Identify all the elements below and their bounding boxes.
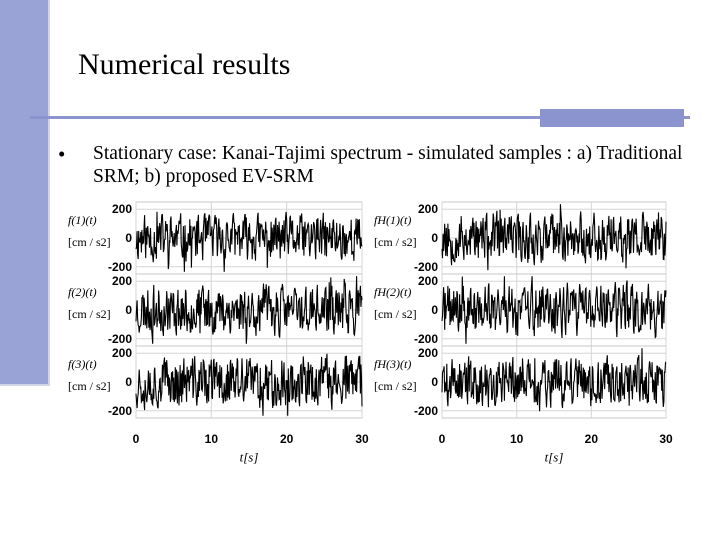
y-tick-label: 200 bbox=[112, 274, 132, 288]
y-tick-label: 200 bbox=[418, 346, 438, 360]
x-tick-label: 30 bbox=[659, 432, 673, 446]
y-tick-label: -200 bbox=[108, 260, 132, 274]
left-accent-bar bbox=[0, 0, 48, 384]
y-tick-label: -200 bbox=[108, 332, 132, 346]
series-label-name: fH(2)(t) bbox=[374, 285, 411, 299]
y-tick-label: 0 bbox=[431, 375, 438, 389]
y-tick-label: 0 bbox=[125, 375, 132, 389]
series-label-unit: [cm / s2] bbox=[68, 235, 111, 249]
y-tick-label: 200 bbox=[418, 202, 438, 216]
title-divider bbox=[30, 116, 690, 119]
x-tick-label: 20 bbox=[280, 432, 294, 446]
series-label-name: f(2)(t) bbox=[68, 285, 97, 299]
y-tick-label: 0 bbox=[431, 303, 438, 317]
series-label-unit: [cm / s2] bbox=[374, 379, 417, 393]
series-label-name: f(3)(t) bbox=[68, 357, 97, 371]
x-tick-label: 0 bbox=[439, 432, 446, 446]
series-line-3 bbox=[441, 348, 667, 412]
slide-title: Numerical results bbox=[78, 48, 291, 81]
x-tick-label: 10 bbox=[205, 432, 219, 446]
series-line-2 bbox=[441, 276, 667, 344]
y-tick-label: -200 bbox=[108, 404, 132, 418]
y-tick-label: 0 bbox=[125, 231, 132, 245]
y-tick-label: 200 bbox=[112, 346, 132, 360]
y-tick-label: -200 bbox=[414, 260, 438, 274]
series-label-name: fH(1)(t) bbox=[374, 213, 411, 227]
series-label-unit: [cm / s2] bbox=[68, 307, 111, 321]
bullet-marker: • bbox=[58, 142, 66, 166]
y-tick-label: 200 bbox=[418, 274, 438, 288]
series-label-name: fH(3)(t) bbox=[374, 357, 411, 371]
series-label-name: f(1)(t) bbox=[68, 213, 97, 227]
series-line-3 bbox=[135, 353, 363, 416]
y-tick-label: -200 bbox=[414, 404, 438, 418]
x-tick-label: 0 bbox=[133, 432, 140, 446]
title-accent-block bbox=[540, 109, 684, 127]
y-tick-label: 200 bbox=[112, 202, 132, 216]
series-label-unit: [cm / s2] bbox=[374, 307, 417, 321]
x-tick-label: 30 bbox=[355, 432, 369, 446]
bullet-text: Stationary case: Kanai-Tajimi spectrum -… bbox=[93, 143, 683, 187]
x-axis-label: t[s] bbox=[240, 450, 259, 465]
series-line-1 bbox=[135, 211, 363, 272]
series-line-1 bbox=[441, 204, 667, 271]
x-tick-label: 10 bbox=[510, 432, 524, 446]
y-tick-label: 0 bbox=[431, 231, 438, 245]
x-tick-label: 20 bbox=[585, 432, 599, 446]
series-label-unit: [cm / s2] bbox=[68, 379, 111, 393]
x-axis-label: t[s] bbox=[545, 450, 564, 465]
series-line-2 bbox=[135, 276, 363, 344]
y-tick-label: 0 bbox=[125, 303, 132, 317]
series-label-unit: [cm / s2] bbox=[374, 235, 417, 249]
y-tick-label: -200 bbox=[414, 332, 438, 346]
